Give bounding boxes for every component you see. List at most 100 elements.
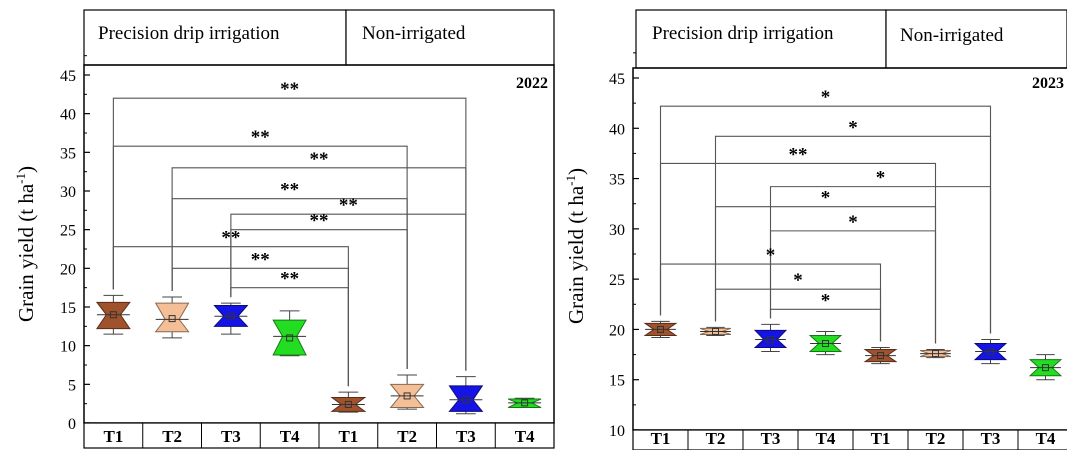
box-t4: [1028, 354, 1063, 381]
significance-bracket: [714, 206, 937, 344]
y-tick-label: 5: [68, 377, 76, 394]
significance-label: **: [280, 79, 299, 100]
significance-label: *: [821, 290, 831, 311]
y-tick-label: 20: [609, 322, 625, 339]
x-tick-label: T2: [397, 427, 417, 446]
y-axis-ticks: 0 5 10 15 20 25 30 35 40 45: [60, 55, 90, 433]
y-tick-label: 10: [60, 339, 76, 356]
y-tick-label: 15: [609, 373, 625, 390]
x-tick-label: T4: [515, 427, 535, 446]
box-body: [272, 319, 307, 356]
y-axis-title: Grain yield (t ha-1): [563, 168, 588, 324]
y-tick-label: 30: [609, 222, 625, 239]
significance-label: *: [821, 87, 831, 108]
box-t2: [154, 296, 190, 339]
x-axis-categories: T1 T2 T3 T4 T1 T2 T3 T4: [632, 429, 1067, 450]
significance-label: **: [339, 195, 358, 216]
x-tick-label: T4: [816, 429, 836, 448]
significance-label: **: [310, 211, 329, 232]
chart-panel-2022: Precision drip irrigation Non-irrigated …: [13, 9, 555, 449]
box-t1: [330, 391, 367, 413]
box-body: [95, 301, 131, 330]
plot-frame: [83, 64, 555, 424]
y-tick-label: 15: [60, 300, 76, 317]
chart-panel-2023: Precision drip irrigation Non-irrigated …: [563, 9, 1067, 450]
significance-label: **: [310, 149, 329, 170]
mean-marker: [822, 340, 829, 348]
y-tick-label: 40: [60, 107, 76, 124]
box-t3: [973, 338, 1008, 365]
significance-label: **: [251, 249, 270, 270]
significance-label: *: [848, 212, 858, 233]
significance-bracket: [714, 135, 992, 334]
x-tick-label: T3: [761, 429, 781, 448]
mean-marker: [932, 350, 939, 358]
header-label-irrigated: Precision drip irrigation: [98, 23, 280, 44]
significance-bracket: [714, 288, 882, 342]
box-t3: [753, 323, 788, 353]
significance-brackets: **********: [659, 87, 992, 344]
box-t1: [863, 347, 898, 365]
y-axis-title: Grain yield (t ha-1): [13, 166, 38, 322]
box-body: [154, 302, 190, 333]
box-t2: [919, 349, 952, 359]
y-tick-label: 0: [68, 416, 76, 433]
significance-label: *: [876, 168, 886, 189]
box-t1: [95, 294, 131, 335]
y-axis-ticks: 10 15 20 25 30 35 40 45: [609, 52, 639, 440]
y-tick-label: 10: [609, 423, 625, 440]
y-tick-label: 25: [609, 272, 625, 289]
significance-bracket: [171, 267, 349, 387]
header-box-irrigated: [83, 9, 347, 66]
header-label-nonirrigated: Non-irrigated: [362, 23, 466, 44]
header-label-irrigated: Precision drip irrigation: [652, 23, 834, 44]
y-tick-label: 35: [609, 172, 625, 189]
x-tick-label: T1: [871, 429, 891, 448]
header-box-nonirrigated: [345, 9, 555, 66]
box-t3: [448, 376, 484, 415]
significance-label: *: [821, 188, 831, 209]
box-series: [95, 294, 542, 415]
header-label-nonirrigated: Non-irrigated: [900, 25, 1004, 46]
y-tick-label: 45: [609, 71, 625, 88]
x-tick-label: T2: [926, 429, 946, 448]
mean-marker: [987, 348, 994, 356]
box-t1: [643, 320, 678, 338]
significance-bracket: [769, 230, 937, 344]
mean-marker: [1042, 364, 1049, 372]
x-tick-label: T3: [221, 427, 241, 446]
y-tick-label: 40: [609, 121, 625, 138]
mean-marker: [462, 396, 470, 404]
year-label: 2023: [1032, 75, 1064, 92]
x-tick-label: T1: [338, 427, 358, 446]
x-axis-categories: T1 T2 T3 T4 T1 T2 T3 T4: [83, 422, 555, 449]
box-t4: [272, 310, 307, 357]
box-body: [753, 329, 788, 349]
significance-label: *: [793, 270, 803, 291]
significance-label: **: [280, 180, 299, 201]
x-tick-label: T3: [981, 429, 1001, 448]
significance-label: **: [221, 228, 240, 249]
significance-label: *: [766, 245, 776, 266]
x-tick-label: T4: [280, 427, 300, 446]
x-category-strip: [632, 429, 1067, 450]
y-tick-label: 35: [60, 145, 76, 162]
mean-marker: [286, 334, 294, 342]
significance-label: *: [848, 117, 858, 138]
mean-marker: [877, 352, 884, 360]
mean-marker: [109, 311, 117, 319]
significance-bracket: [659, 162, 937, 344]
significance-brackets: ** ** ** ** ** ** ** ** **: [112, 79, 467, 387]
x-tick-label: T3: [456, 427, 476, 446]
box-series: [643, 320, 1063, 381]
box-t4: [507, 397, 542, 409]
box-t2: [699, 326, 732, 336]
significance-label: **: [280, 269, 299, 290]
x-tick-label: T2: [162, 427, 182, 446]
x-tick-label: T4: [1036, 429, 1056, 448]
mean-marker: [521, 399, 529, 407]
mean-marker: [767, 335, 774, 343]
y-tick-label: 25: [60, 223, 76, 240]
x-tick-label: T2: [706, 429, 726, 448]
